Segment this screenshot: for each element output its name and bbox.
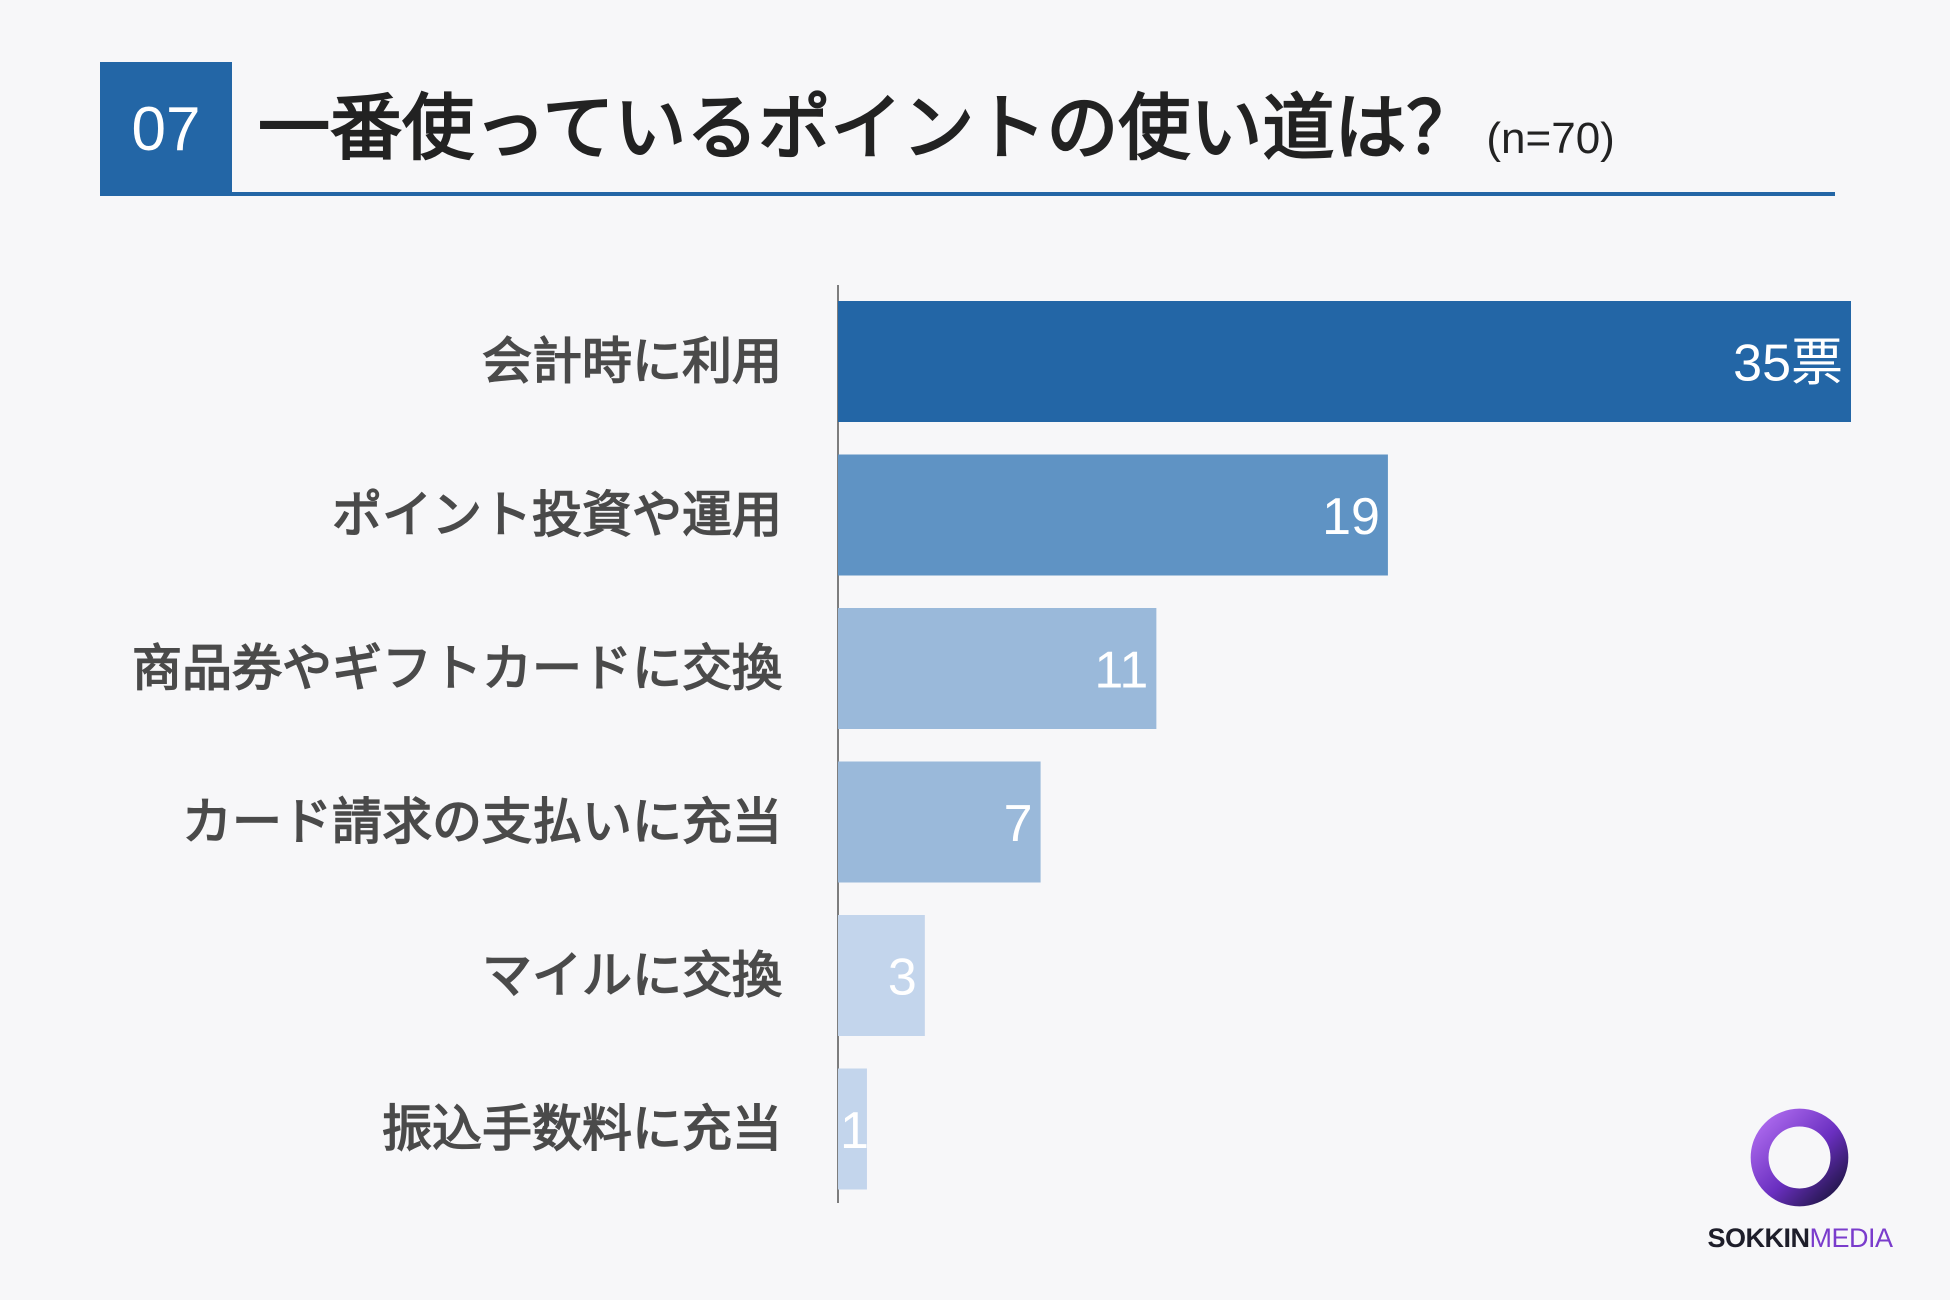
value-label: 11 [1094,642,1148,700]
sokkin-media-logo: SOKKINMEDIA [1690,1105,1910,1265]
ring-logo-icon [1750,1108,1849,1207]
category-label: マイルに交換 [482,947,783,1005]
category-label: 振込手数料に充当 [382,1100,782,1158]
sample-size: (n=70) [1486,114,1615,163]
value-label: 35票 [1733,335,1843,393]
bar [838,915,925,1036]
logo-wordmark: SOKKINMEDIA [1690,1223,1910,1254]
category-label: ポイント投資や運用 [332,486,782,544]
page-title: 一番使っているポイントの使い道は？ (n=70) [258,80,1615,187]
header-underline [100,192,1835,196]
question-number-badge: 07 [100,62,232,196]
bar [838,608,1157,729]
bar [838,1068,867,1190]
bar [838,301,1851,422]
logo-word-sokkin: SOKKIN [1707,1223,1810,1253]
bar [838,454,1388,576]
value-label: 3 [888,949,917,1007]
category-label: 商品券やギフトカードに交換 [132,640,783,698]
bar [838,761,1041,883]
value-label: 1 [840,1102,869,1160]
category-label: カード請求の支払いに充当 [182,793,782,851]
value-label: 7 [1004,795,1033,853]
logo-word-media: MEDIA [1809,1223,1894,1253]
category-label: 会計時に利用 [482,333,782,391]
value-label: 19 [1322,488,1380,546]
header: 07 一番使っているポイントの使い道は？ (n=70) [100,62,1835,196]
title-text: 一番使っているポイントの使い道は？ [258,86,1479,170]
